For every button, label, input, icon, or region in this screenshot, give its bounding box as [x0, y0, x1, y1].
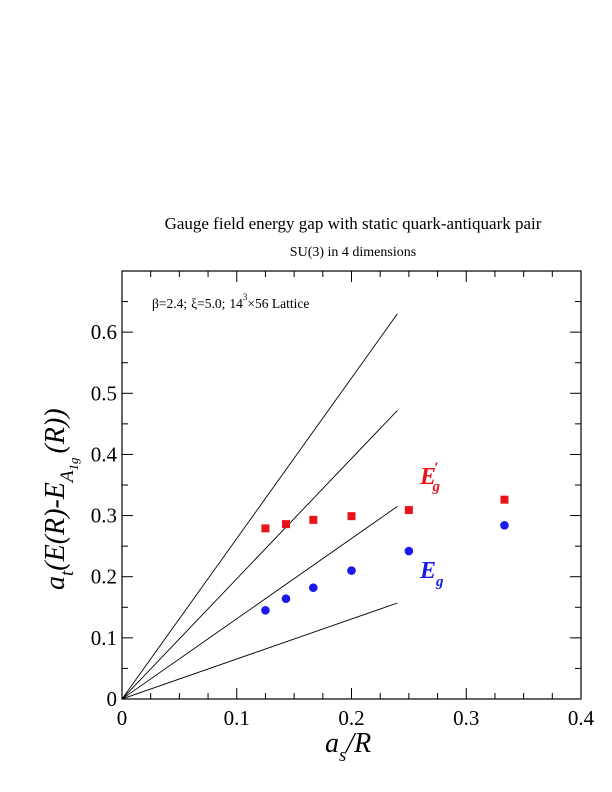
- x-axis-label-rest: /R: [344, 728, 371, 759]
- y-axis-label-t: t: [57, 570, 78, 576]
- data-point-eg: [281, 594, 291, 604]
- y-axis-label-a: a: [40, 576, 71, 590]
- data-point-eg: [308, 583, 318, 593]
- x-tick-label: 0.1: [224, 706, 250, 730]
- series-label-eg-sub: g: [435, 574, 444, 590]
- x-axis-label-main: a: [325, 728, 339, 759]
- axis-ticks: 0 0.1 0.2 0.3 0.4 0 0.1 0.2 0.3 0.4 0.5 0.6: [91, 270, 595, 730]
- y-tick-label: 0.6: [91, 320, 117, 344]
- data-point-eg-prime: [261, 524, 270, 533]
- data-point-eg-prime: [309, 515, 318, 524]
- chart-subtitle: SU(3) in 4 dimensions: [290, 245, 416, 260]
- y-axis-label-right: (R)): [40, 408, 71, 453]
- data-point-eg-prime: [281, 520, 290, 529]
- y-axis-label: at(E(R)-EA1g (R)): [40, 408, 81, 590]
- reference-line-1: [121, 313, 398, 700]
- x-tick-label: 0: [117, 706, 128, 730]
- x-axis-label-sub: s: [339, 745, 346, 766]
- y-tick-label: 0.3: [91, 504, 117, 528]
- plot-frame: [121, 270, 582, 700]
- series-label-eg-prime-prime: ′: [434, 460, 439, 477]
- y-tick-label: 0: [107, 687, 118, 711]
- data-point-eg: [404, 546, 414, 556]
- series-label-eg-main: E: [419, 558, 436, 584]
- annotation-lattice-base: 14: [229, 296, 243, 311]
- annotation-xi: ξ=5.0;: [191, 296, 225, 311]
- y-axis-label-sub-a: A: [57, 470, 78, 484]
- y-tick-label: 0.1: [91, 626, 117, 650]
- y-axis-label-left: (E(R)-E: [40, 482, 71, 571]
- series-label-eg: Eg: [419, 558, 444, 590]
- reference-line-3: [121, 506, 398, 700]
- y-tick-label: 0.2: [91, 565, 117, 589]
- lattice-annotation: β=2.4; ξ=5.0; 143×56 Lattice: [152, 292, 309, 311]
- annotation-lattice-exp: 3: [243, 292, 248, 302]
- x-tick-label: 0.3: [453, 706, 479, 730]
- y-axis-label-sub-one: 1: [66, 464, 81, 471]
- reference-line-2: [121, 410, 398, 700]
- reference-line-4: [121, 602, 398, 700]
- data-point-eg: [500, 521, 509, 530]
- y-axis-label-sub-g: g: [66, 457, 81, 464]
- data-point-eg-prime: [404, 506, 413, 515]
- series-label-eg-prime-sub: g: [432, 479, 441, 495]
- series-label-eg-prime-main: E: [419, 464, 436, 490]
- y-tick-label: 0.4: [91, 442, 118, 466]
- annotation-beta: β=2.4;: [152, 296, 187, 311]
- y-tick-label: 0.5: [91, 381, 117, 405]
- annotation-lattice-rest: ×56 Lattice: [247, 296, 309, 311]
- x-axis-label: as/R: [325, 728, 371, 766]
- x-tick-label: 0.2: [338, 706, 364, 730]
- data-points: [261, 495, 509, 615]
- x-tick-label: 0.4: [568, 706, 595, 730]
- data-point-eg-prime: [500, 495, 509, 504]
- series-label-eg-prime: E′ g: [419, 460, 441, 495]
- reference-lines: [121, 313, 398, 700]
- data-point-eg-prime: [347, 512, 356, 521]
- data-point-eg: [347, 566, 356, 575]
- data-point-eg: [261, 606, 270, 615]
- chart-title: Gauge field energy gap with static quark…: [165, 214, 542, 233]
